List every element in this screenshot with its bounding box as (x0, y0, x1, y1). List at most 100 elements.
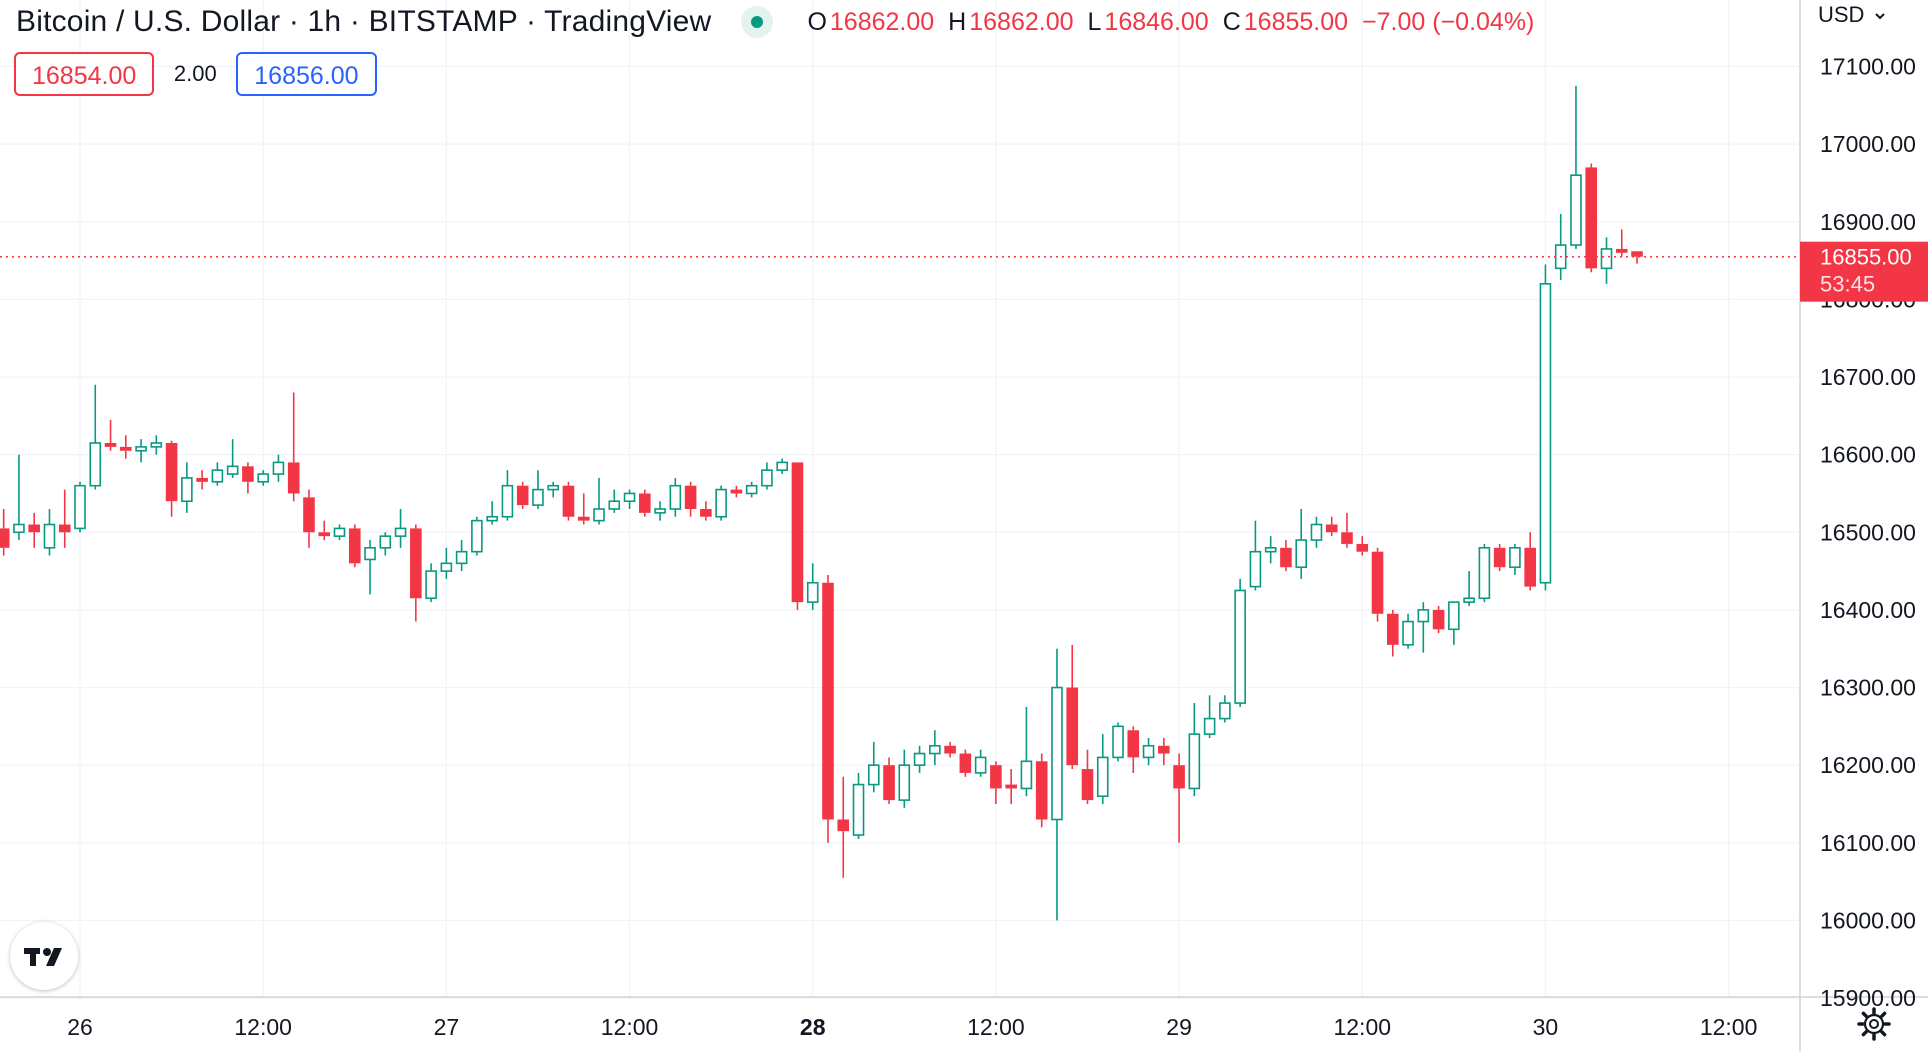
candle-up[interactable] (440, 547, 453, 579)
candle-up[interactable] (1402, 613, 1414, 649)
candle-up[interactable] (898, 749, 911, 808)
candle-up[interactable] (379, 532, 392, 556)
candle-up[interactable] (181, 462, 193, 513)
candle-up[interactable] (13, 454, 25, 541)
candle-down[interactable] (1585, 163, 1598, 273)
candle-down[interactable] (165, 440, 178, 517)
candle-down[interactable] (791, 462, 804, 610)
candle-down[interactable] (1173, 753, 1185, 843)
candle-down[interactable] (1371, 547, 1384, 622)
candle-up[interactable] (623, 489, 636, 509)
candle-down[interactable] (1432, 606, 1445, 634)
candle-up[interactable] (1020, 706, 1033, 797)
candle-up[interactable] (1096, 734, 1109, 804)
candle-up[interactable] (1249, 520, 1262, 591)
candle-down[interactable] (58, 489, 71, 548)
candle-down[interactable] (1081, 749, 1094, 804)
candle-down[interactable] (1325, 516, 1338, 537)
buy-price-button[interactable]: 16856.00 (236, 52, 377, 96)
candle-up[interactable] (74, 481, 86, 533)
gear-icon[interactable] (1856, 1006, 1892, 1042)
candle-up[interactable] (1554, 213, 1567, 280)
time-axis[interactable]: 26 12:00 27 12:00 28 12:00 29 12:00 30 12:00 (67, 1014, 1757, 1040)
candle-down[interactable] (730, 485, 743, 498)
candle-up[interactable] (1234, 578, 1246, 707)
candle-up[interactable] (425, 563, 437, 603)
candle-down[interactable] (119, 435, 132, 459)
candle-down[interactable] (516, 481, 529, 509)
candle-down[interactable] (1615, 229, 1628, 257)
candle-down[interactable] (1158, 737, 1170, 766)
candle-up[interactable] (1295, 508, 1307, 579)
candle-up[interactable] (806, 563, 819, 610)
candle-up[interactable] (89, 384, 102, 490)
candle-up[interactable] (226, 439, 239, 478)
candle-down[interactable] (1280, 540, 1292, 572)
candle-down[interactable] (1631, 251, 1643, 264)
candle-up[interactable] (501, 470, 514, 521)
candle-up[interactable] (1570, 85, 1582, 249)
candle-down[interactable] (837, 776, 850, 878)
candle-down[interactable] (104, 419, 117, 451)
candle-up[interactable] (333, 524, 346, 541)
tradingview-logo-icon[interactable] (10, 922, 78, 990)
candle-down[interactable] (303, 489, 315, 548)
candle-up[interactable] (593, 477, 605, 525)
candle-up[interactable] (1600, 237, 1613, 284)
candle-up[interactable] (150, 435, 163, 455)
candle-down[interactable] (639, 489, 651, 517)
currency-selector[interactable]: USD (1818, 0, 1887, 30)
candle-up[interactable] (486, 501, 498, 525)
candle-up[interactable] (974, 749, 987, 777)
candle-up[interactable] (394, 508, 407, 548)
candle-up[interactable] (1188, 703, 1201, 797)
candle-down[interactable] (348, 524, 361, 568)
candle-up[interactable] (654, 501, 666, 521)
candle-down[interactable] (1524, 532, 1536, 591)
candle-down[interactable] (562, 481, 575, 521)
candle-up[interactable] (1539, 264, 1552, 591)
candle-down[interactable] (1493, 543, 1506, 572)
candle-up[interactable] (867, 741, 880, 793)
candle-down[interactable] (287, 392, 300, 502)
candle-up[interactable] (455, 540, 468, 572)
candle-down[interactable] (822, 574, 834, 843)
candle-down[interactable] (196, 470, 208, 490)
candle-up[interactable] (745, 481, 758, 498)
symbol-title[interactable]: Bitcoin / U.S. Dollar · 1h · BITSTAMP · … (16, 5, 712, 38)
candle-down[interactable] (28, 512, 41, 548)
price-axis[interactable]: 17100.0017000.0016900.0016800.0016700.00… (1820, 54, 1916, 1012)
candle-down[interactable] (1066, 644, 1079, 770)
candle-up[interactable] (1310, 516, 1323, 548)
candle-up[interactable] (1264, 536, 1277, 564)
candle-down[interactable] (1005, 769, 1017, 804)
candle-down[interactable] (883, 757, 895, 804)
candle-down[interactable] (684, 481, 697, 517)
candle-up[interactable] (471, 516, 483, 556)
candle-up[interactable] (1463, 571, 1475, 607)
candle-up[interactable] (1142, 737, 1155, 766)
candle-down[interactable] (242, 462, 254, 494)
candle-down[interactable] (318, 520, 331, 541)
candle-up[interactable] (1051, 648, 1063, 921)
candle-up[interactable] (929, 730, 941, 766)
candle-up[interactable] (776, 458, 788, 475)
candle-down[interactable] (944, 741, 956, 758)
candle-down[interactable] (1127, 726, 1140, 773)
candle-up[interactable] (715, 485, 727, 521)
candle-up[interactable] (608, 489, 621, 513)
candle-down[interactable] (410, 524, 422, 622)
candle-up[interactable] (272, 454, 285, 482)
candle-up[interactable] (257, 470, 269, 486)
candle-down[interactable] (959, 749, 972, 777)
candle-up[interactable] (547, 481, 560, 498)
candle-down[interactable] (1356, 536, 1369, 556)
candle-down[interactable] (1035, 753, 1048, 828)
candle-down[interactable] (700, 501, 712, 521)
candle-up[interactable] (43, 508, 56, 556)
candle-up[interactable] (1417, 602, 1430, 653)
candle-up[interactable] (211, 462, 224, 486)
candle-up[interactable] (135, 439, 147, 463)
sell-price-button[interactable]: 16854.00 (14, 52, 155, 96)
